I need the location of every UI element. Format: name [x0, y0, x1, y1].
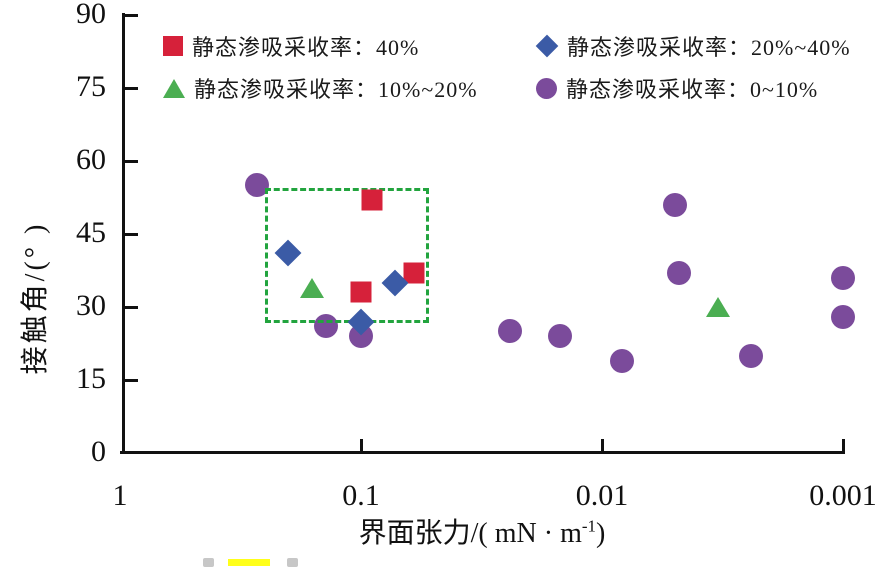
x-tick-label: 0.001 — [809, 479, 877, 512]
y-axis-tick — [125, 305, 138, 309]
legend-item-recovery-0-10: 静态渗吸采收率：0~10% — [536, 75, 819, 102]
x-axis-title-exponent: -1 — [581, 516, 597, 536]
legend-item-recovery-40: 静态渗吸采收率：40% — [163, 33, 420, 60]
diamond-marker-icon — [535, 34, 559, 58]
cutoff-caption-fragment — [287, 558, 298, 567]
y-tick-label: 60 — [76, 142, 106, 176]
y-axis-tick — [125, 159, 138, 163]
data-point-series-0 — [498, 319, 523, 344]
highlight-box — [265, 187, 430, 324]
y-axis-tick — [125, 13, 138, 17]
cutoff-caption-fragment — [203, 558, 214, 567]
x-tick-label: 0.1 — [342, 479, 380, 512]
y-axis-tick — [125, 232, 138, 236]
legend-label: 静态渗吸采收率：10%~20% — [194, 77, 478, 102]
cutoff-caption-highlight — [228, 559, 270, 566]
y-tick-label: 0 — [91, 435, 106, 468]
x-axis-line — [120, 451, 845, 454]
legend-label: 静态渗吸采收率：0~10% — [566, 77, 819, 102]
square-marker-icon — [163, 36, 183, 56]
data-point-series-0 — [739, 343, 764, 368]
x-axis-title: 界面张力/( mN · m-1) — [359, 511, 606, 551]
legend-item-recovery-20-40: 静态渗吸采收率：20%~40% — [535, 33, 851, 60]
legend-label: 静态渗吸采收率：40% — [192, 35, 420, 60]
x-axis-tick — [360, 439, 363, 451]
y-tick-label: 75 — [76, 69, 106, 103]
y-tick-label: 15 — [76, 361, 106, 395]
data-point-series-1 — [706, 296, 731, 317]
data-point-series-1 — [299, 277, 324, 298]
data-point-series-0 — [831, 304, 855, 329]
legend-label: 静态渗吸采收率：20%~40% — [567, 35, 851, 60]
y-axis-tick — [125, 378, 138, 382]
circle-marker-icon — [536, 77, 557, 99]
legend-item-recovery-10-20: 静态渗吸采收率：10%~20% — [163, 75, 478, 102]
x-axis-title-text: 界面张力/( mN · m — [358, 518, 582, 549]
data-point-series-0 — [313, 314, 338, 339]
triangle-marker-icon — [163, 78, 185, 98]
data-point-series-2 — [403, 262, 425, 284]
data-point-series-0 — [662, 192, 687, 217]
y-tick-label: 45 — [76, 215, 106, 249]
data-point-series-0 — [666, 260, 691, 285]
x-axis-tick — [601, 439, 604, 451]
data-point-series-0 — [547, 324, 572, 349]
x-tick-label: 1 — [112, 479, 128, 512]
data-point-series-0 — [245, 173, 270, 198]
x-tick-label: 0.01 — [575, 479, 629, 512]
data-point-series-2 — [361, 189, 383, 211]
y-tick-label: 90 — [76, 0, 106, 30]
data-point-series-0 — [609, 348, 634, 373]
y-axis-tick — [125, 86, 138, 90]
y-tick-label: 30 — [76, 288, 106, 322]
y-axis-line — [122, 13, 125, 454]
data-point-series-0 — [831, 265, 855, 290]
data-point-series-2 — [350, 281, 372, 303]
x-axis-title-close: ) — [596, 518, 606, 549]
x-axis-tick — [842, 439, 845, 451]
